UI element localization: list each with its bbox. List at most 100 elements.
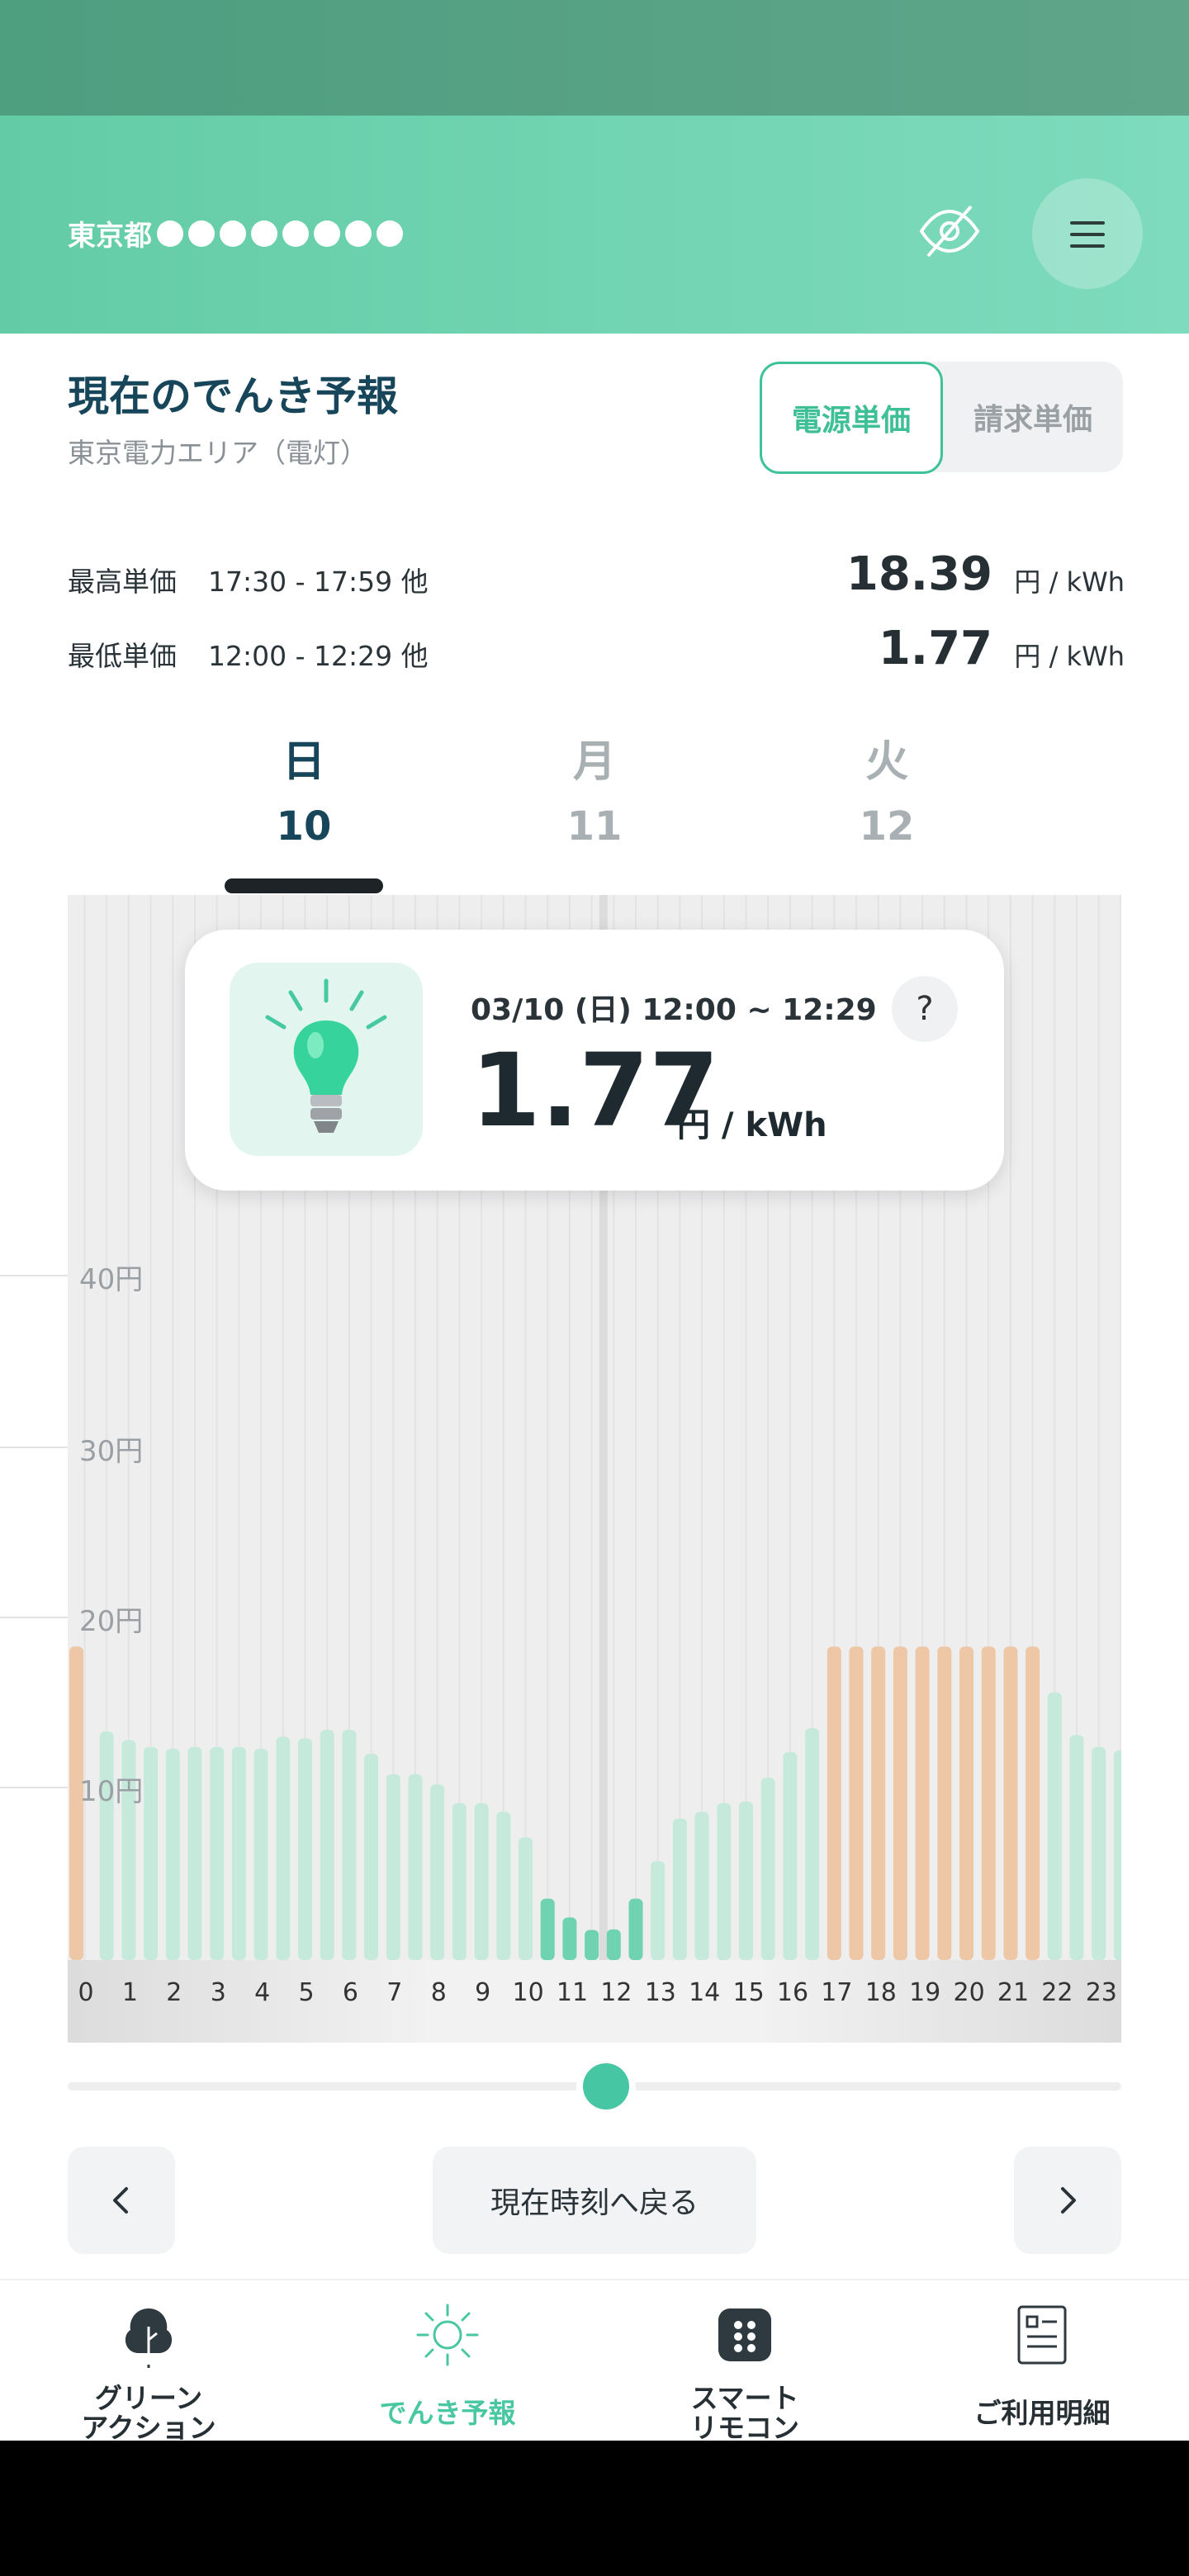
time-slider-thumb[interactable] (583, 2063, 629, 2110)
y-gridline (0, 1275, 68, 1276)
hour-label: 20 (953, 1978, 985, 2007)
chart-bar[interactable] (452, 1803, 467, 1960)
chart-bar[interactable] (783, 1752, 798, 1960)
tab-denki-forecast[interactable]: でんき予報 (299, 2280, 596, 2441)
prev-button[interactable] (68, 2147, 175, 2254)
chart-bar[interactable] (1047, 1692, 1062, 1960)
tab-label: アクション (81, 2412, 216, 2441)
selected-price-card: 03/10 (日) 12:00 ~ 12:29 1.77 円 / kWh ? (185, 930, 1004, 1191)
chart-bar[interactable] (144, 1746, 159, 1960)
chart-bar[interactable] (408, 1773, 423, 1960)
day-tab-mon[interactable]: 月 11 (537, 727, 652, 850)
chart-bar[interactable] (849, 1646, 864, 1960)
chart-bar[interactable] (210, 1746, 225, 1960)
chart-bar[interactable] (717, 1803, 732, 1960)
selected-price-value: 1.77 (471, 1032, 720, 1149)
day-tab-tue[interactable]: 火 12 (829, 727, 945, 850)
hour-label: 15 (732, 1978, 765, 2007)
mask-dot (377, 220, 403, 247)
menu-button[interactable] (1032, 178, 1143, 289)
min-price-value: 1.77 (878, 622, 992, 675)
chart-bar[interactable] (1003, 1646, 1018, 1960)
tab-usage-statement[interactable]: ご利用明細 (893, 2280, 1189, 2441)
hour-label: 4 (254, 1978, 271, 2007)
next-button[interactable] (1014, 2147, 1121, 2254)
y-axis-label: 30円 (79, 1435, 144, 1468)
chart-bar[interactable] (320, 1730, 334, 1960)
y-axis-label: 20円 (79, 1605, 144, 1638)
max-price-label: 最高単価 (68, 566, 177, 598)
back-to-now-button[interactable]: 現在時刻へ戻る (433, 2147, 756, 2254)
chart-bar[interactable] (871, 1646, 886, 1960)
chart-bar[interactable] (99, 1731, 114, 1960)
chart-bar[interactable] (915, 1646, 930, 1960)
chart-bar[interactable] (474, 1803, 489, 1960)
chart-bar[interactable] (760, 1778, 775, 1960)
chart-bar[interactable] (69, 1646, 83, 1960)
app-screen: 東京都 現在のでんき予報 東京電力エリア（電灯） 電源単価 請求単価 最高単価 … (0, 0, 1189, 2441)
min-price-time: 12:00 - 12:29 他 (208, 640, 429, 672)
hour-label: 11 (556, 1978, 589, 2007)
chart-bar[interactable] (959, 1646, 973, 1960)
chart-bar[interactable] (231, 1746, 246, 1960)
chart-bar[interactable] (386, 1773, 400, 1960)
chart-bar[interactable] (981, 1646, 996, 1960)
day-tab-sun[interactable]: 日 10 (246, 727, 362, 850)
chart-bar[interactable] (540, 1898, 555, 1960)
chart-bar[interactable] (364, 1754, 379, 1960)
hour-label: 18 (865, 1978, 897, 2007)
price-type-toggle: 電源単価 請求単価 (760, 362, 1123, 474)
chart-bar[interactable] (694, 1811, 709, 1960)
chart-bar[interactable] (937, 1646, 952, 1960)
chart-bar[interactable] (430, 1784, 445, 1960)
chart-bar[interactable] (672, 1818, 687, 1960)
chart-bar[interactable] (276, 1736, 291, 1960)
hour-label: 0 (78, 1978, 94, 2007)
tab-smart-remote[interactable]: スマート リモコン (596, 2280, 893, 2441)
bulb-icon-box (230, 963, 423, 1156)
toggle-billing-price[interactable]: 請求単価 (973, 403, 1092, 437)
chart-bar[interactable] (585, 1930, 599, 1960)
max-price-unit: 円 / kWh (1014, 566, 1125, 598)
tab-label: グリーン (94, 2382, 203, 2414)
chevron-left-icon (113, 2187, 128, 2214)
chart-bar[interactable] (496, 1811, 511, 1960)
toggle-power-price[interactable]: 電源単価 (760, 362, 943, 474)
mask-dot (314, 220, 340, 247)
chart-bar[interactable] (342, 1730, 357, 1960)
chart-bar[interactable] (1069, 1735, 1084, 1960)
chart-bar[interactable] (298, 1738, 312, 1960)
eye-off-icon[interactable] (917, 198, 983, 264)
chart-bar[interactable] (187, 1746, 202, 1960)
bottom-tab-bar: グリーン アクション でんき予報 スマート (0, 2279, 1189, 2441)
chart-bar[interactable] (519, 1837, 533, 1960)
chart-bar[interactable] (628, 1898, 643, 1960)
chart-bar[interactable] (253, 1748, 268, 1960)
chart-bar[interactable] (165, 1748, 180, 1960)
chart-bar[interactable] (893, 1646, 907, 1960)
help-button[interactable]: ? (892, 976, 958, 1042)
chart-bar[interactable] (121, 1740, 136, 1960)
sun-icon (416, 2304, 479, 2366)
chart-bar[interactable] (1092, 1746, 1106, 1960)
hour-label: 19 (909, 1978, 941, 2007)
chart-bar[interactable] (827, 1646, 841, 1960)
mask-dot (282, 220, 309, 247)
min-price-unit: 円 / kWh (1014, 641, 1125, 672)
chart-bar[interactable] (805, 1728, 820, 1960)
tab-green-action[interactable]: グリーン アクション (0, 2280, 297, 2441)
chart-bar[interactable] (606, 1929, 621, 1960)
chart-bar[interactable] (1026, 1646, 1040, 1960)
tab-label: スマート (690, 2382, 799, 2414)
chart-bar[interactable] (562, 1917, 577, 1960)
header: 東京都 (0, 116, 1189, 334)
chart-bar[interactable] (651, 1861, 666, 1960)
chart-bar[interactable] (1113, 1750, 1121, 1960)
chart-bar[interactable] (739, 1801, 753, 1960)
hour-label: 13 (644, 1978, 676, 2007)
light-bulb-icon (265, 978, 387, 1133)
status-bar (0, 0, 1189, 116)
hamburger-line (1070, 233, 1105, 236)
hour-label: 1 (121, 1978, 138, 2007)
hour-label: 6 (342, 1978, 358, 2007)
